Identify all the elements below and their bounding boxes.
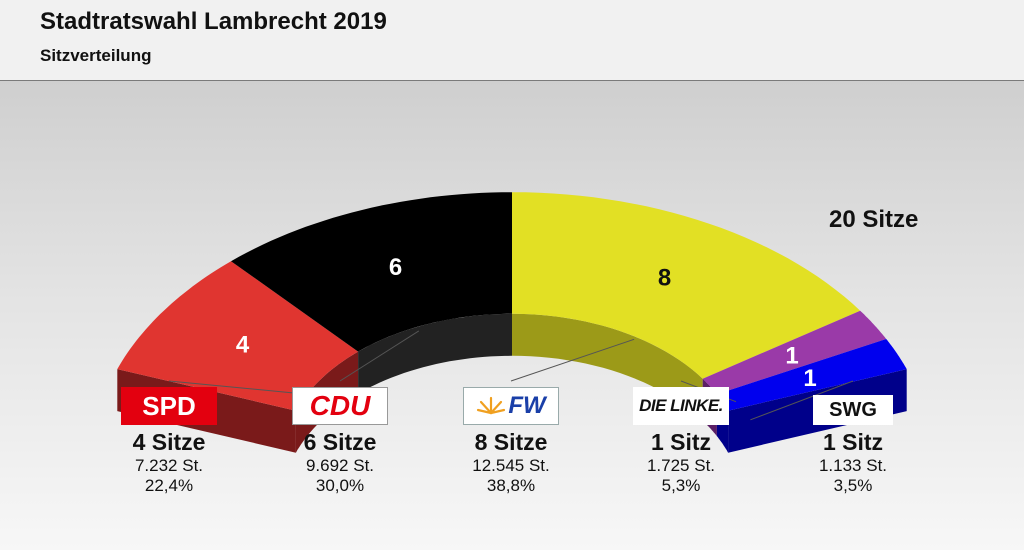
party-column-swg: SWG 1 Sitz 1.133 St. 3,5% [768, 387, 938, 496]
seats-text: 8 Sitze [474, 429, 548, 455]
segment-inner-side-cdu [358, 313, 512, 394]
percent-text: 38,8% [486, 476, 536, 495]
leader-line [168, 380, 297, 394]
fw-logo-text: FW [508, 392, 546, 419]
seat-value-label: 8 [658, 264, 671, 291]
segment-inner-side-fw [512, 313, 703, 421]
seats-text: 1 Sitz [822, 429, 884, 455]
fw-logo: FW [463, 387, 559, 425]
seats-text: 4 Sitze [132, 429, 206, 455]
leader-line [750, 380, 854, 421]
party-column-fw: FW 8 Sitze 12.545 St. 38,8% [426, 387, 596, 496]
segment-top-spd [117, 261, 359, 411]
votes-text: 9.692 St. [305, 456, 375, 475]
leader-line [510, 338, 635, 382]
party-column-cdu: CDU 6 Sitze 9.692 St. 30,0% [255, 387, 425, 496]
segment-top-dielinke [702, 310, 887, 395]
party-column-linke: DIE LINKE. 1 Sitz 1.725 St. 5,3% [596, 387, 766, 496]
leader-line [339, 330, 420, 382]
seats-text: 1 Sitz [650, 429, 712, 455]
segment-top-swg [716, 339, 907, 411]
linke-logo: DIE LINKE. [633, 387, 729, 425]
seat-distribution-chart: 4 6 8 11 [117, 192, 907, 453]
percent-text: 30,0% [315, 476, 365, 495]
seat-value-label: 1 [785, 342, 798, 369]
votes-text: 7.232 St. [134, 456, 204, 475]
votes-text: 1.725 St. [646, 456, 716, 475]
percent-text: 3,5% [833, 476, 873, 495]
seat-value-label: 4 [236, 332, 250, 359]
seat-value-label: 1 [803, 365, 816, 392]
votes-text: 12.545 St. [472, 456, 550, 475]
chart-header: Stadtratswahl Lambrecht 2019 Sitzverteil… [0, 0, 1024, 81]
seats-text: 6 Sitze [303, 429, 377, 455]
chart-subtitle: Sitzverteilung [40, 46, 152, 65]
percent-text: 22,4% [144, 476, 194, 495]
seat-value-label: 6 [389, 254, 402, 281]
swg-logo: SWG [813, 395, 893, 425]
spd-logo: SPD [121, 387, 217, 425]
party-column-spd: SPD 4 Sitze 7.232 St. 22,4% [84, 387, 254, 496]
segment-top-cdu [231, 192, 512, 352]
total-seats-label: 20 Sitze [829, 206, 919, 233]
sun-icon [477, 396, 506, 415]
segment-top-fw [512, 192, 861, 379]
chart-title: Stadtratswahl Lambrecht 2019 [40, 8, 387, 35]
percent-text: 5,3% [661, 476, 701, 495]
votes-text: 1.133 St. [818, 456, 888, 475]
cdu-logo: CDU [292, 387, 388, 425]
